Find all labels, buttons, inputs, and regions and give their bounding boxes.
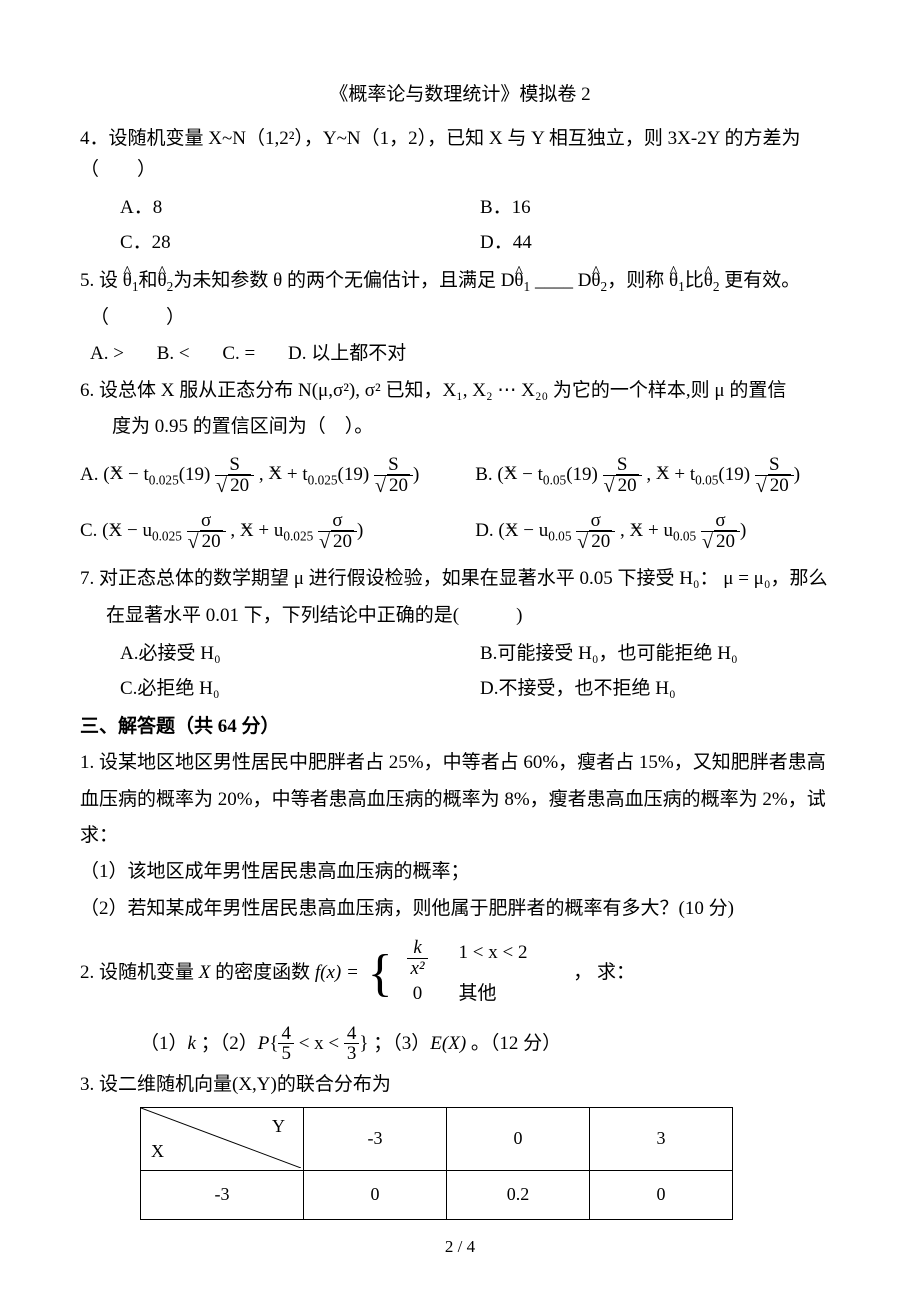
q5-option-a: A. >	[90, 343, 124, 364]
theta-hat-1: θ	[123, 266, 132, 296]
question-6-stem-line2: 度为 0.95 的置信区间为（ ）。	[80, 412, 840, 442]
cell-1-1: 0	[304, 1170, 447, 1219]
piecewise-brace: { kx² 1 < x < 2 0 其他	[364, 938, 569, 1009]
q6-option-b: B. (X − t0.05(19) S20 , X + t0.05(19) S2…	[475, 455, 840, 496]
q5-cmp: 比	[685, 270, 704, 291]
q5-blank: ____	[530, 270, 578, 291]
problem-2-stem: 2. 设随机变量 X 的密度函数 f(x) = { kx² 1 < x < 2 …	[80, 938, 840, 1009]
q5-pre: 5. 设	[80, 270, 123, 291]
question-4-options: A．8 B．16 C．28 D．44	[80, 191, 840, 260]
q7-option-b: B.可能接受 H₀，也可能拒绝 H₀	[480, 639, 840, 669]
y-axis-label: Y	[272, 1112, 285, 1141]
q4-option-d: D．44	[480, 228, 840, 258]
q7-option-d: D.不接受，也不拒绝 H₀	[480, 674, 840, 704]
x-axis-label: X	[151, 1137, 164, 1166]
q4-option-b: B．16	[480, 193, 840, 223]
row-header-1: -3	[141, 1170, 304, 1219]
q5-option-c: C. =	[222, 343, 255, 364]
table-diagonal-cell: Y X	[141, 1107, 304, 1170]
problem-1-sub2: （2）若知某成年男性居民患高血压病，则他属于肥胖者的概率有多大？(10 分)	[80, 894, 840, 924]
q6-option-d: D. (X − u0.05 σ20 , X + u0.05 σ20)	[475, 511, 840, 552]
q4-option-c: C．28	[120, 228, 480, 258]
q5-paren: （ ）	[80, 303, 840, 333]
question-7-line1: 7. 对正态总体的数学期望 μ 进行假设检验，如果在显著水平 0.05 下接受 …	[80, 564, 840, 594]
q5-and: 和	[139, 270, 158, 291]
q6-sample: X₁, X₂ ⋯ X₂₀	[442, 380, 548, 401]
q6-options-row2: C. (X − u0.025 σ20 , X + u0.025 σ20) D. …	[80, 511, 840, 552]
problem-1-l3: 求：	[80, 821, 840, 851]
q5-theta: θ	[273, 270, 282, 291]
question-7-line2: 在显著水平 0.01 下，下列结论中正确的是( )	[80, 601, 840, 631]
col-header-3: 3	[590, 1107, 733, 1170]
q5-mid1: 为未知参数	[173, 270, 273, 291]
table-row: -3 0 0.2 0	[141, 1170, 733, 1219]
page-title: 《概率论与数理统计》模拟卷 2	[80, 80, 840, 110]
col-header-2: 0	[447, 1107, 590, 1170]
theta-hat-2: θ	[158, 266, 167, 296]
q5-mid2: 的两个无偏估计，且满足 D	[282, 270, 514, 291]
table-header-row: Y X -3 0 3	[141, 1107, 733, 1170]
q7-option-a: A.必接受 H₀	[120, 639, 480, 669]
problem-1-l2: 血压病的概率为 20%，中等者患高血压病的概率为 8%，瘦者患高血压病的概率为 …	[80, 785, 840, 815]
question-5-options: A. > B. < C. = D. 以上都不对	[80, 339, 840, 369]
problem-2-subs: （1）k ；（2）P{45 < x < 43} ；（3）E(X) 。（12 分）	[80, 1024, 840, 1065]
problem-3-stem: 3. 设二维随机向量(X,Y)的联合分布为	[80, 1070, 840, 1100]
col-header-1: -3	[304, 1107, 447, 1170]
q6-option-a: A. (X − t0.025(19) S20 , X + t0.025(19) …	[80, 455, 475, 496]
joint-distribution-table: Y X -3 0 3 -3 0 0.2 0	[140, 1107, 733, 1220]
question-6-stem-line1: 6. 设总体 X 服从正态分布 N(μ,σ²), σ² 已知，X₁, X₂ ⋯ …	[80, 376, 840, 406]
q5-mid3: D	[578, 270, 592, 291]
q6-options-row1: A. (X − t0.025(19) S20 , X + t0.025(19) …	[80, 455, 840, 496]
question-5-stem: 5. 设 θ1和θ2为未知参数 θ 的两个无偏估计，且满足 Dθ1 ____ D…	[80, 266, 840, 297]
q5-option-b: B. <	[157, 343, 190, 364]
cell-1-2: 0.2	[447, 1170, 590, 1219]
problem-1-sub1: （1）该地区成年男性居民患高血压病的概率；	[80, 857, 840, 887]
cell-1-3: 0	[590, 1170, 733, 1219]
q5-end: 更有效。	[720, 270, 801, 291]
q6-option-c: C. (X − u0.025 σ20 , X + u0.025 σ20)	[80, 511, 475, 552]
q6-mu: μ	[714, 380, 724, 401]
q7-option-c: C.必拒绝 H₀	[120, 674, 480, 704]
section-3-heading: 三、解答题（共 64 分）	[80, 712, 840, 742]
q6-dist: N(μ,σ²), σ²	[298, 380, 381, 401]
problem-1-l1: 1. 设某地区地区男性居民中肥胖者占 25%，中等者占 60%，瘦者占 15%，…	[80, 748, 840, 778]
page-footer: 2 / 4	[0, 1233, 920, 1260]
question-4-stem: 4．设随机变量 X~N（1,2²），Y~N（1，2），已知 X 与 Y 相互独立…	[80, 124, 840, 185]
q4-option-a: A．8	[120, 193, 480, 223]
q5-tail: ，则称	[607, 270, 669, 291]
exam-page: 《概率论与数理统计》模拟卷 2 4．设随机变量 X~N（1,2²），Y~N（1，…	[0, 0, 920, 1300]
q5-option-d: D. 以上都不对	[288, 343, 406, 364]
question-7-options: A.必接受 H₀ B.可能接受 H₀，也可能拒绝 H₀ C.必拒绝 H₀ D.不…	[80, 637, 840, 706]
